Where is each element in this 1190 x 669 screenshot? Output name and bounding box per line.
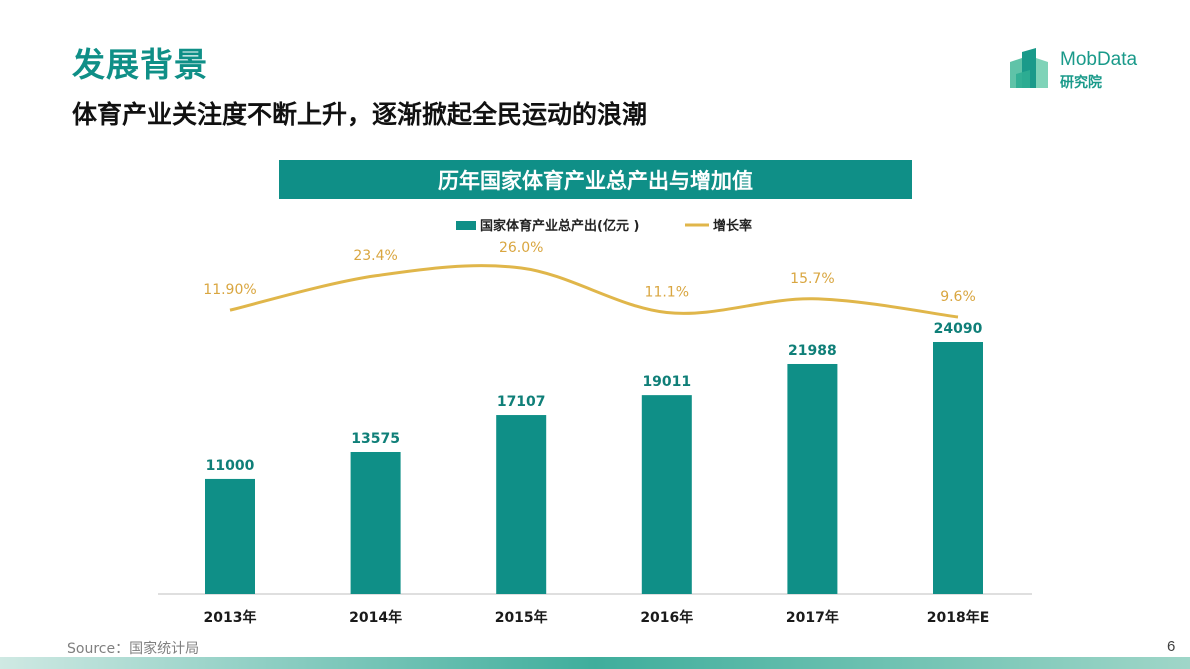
bar-0 xyxy=(205,478,255,594)
growth-label-2: 26.0% xyxy=(499,240,543,256)
combo-chart: 国家体育产业总产出(亿元 ) 增长率 11000 13575 17107 19011 2… xyxy=(158,218,1032,626)
growth-label-5: 9.6% xyxy=(940,289,976,305)
x-tick-label-4: 2017年 xyxy=(786,609,839,626)
growth-label-0: 11.90% xyxy=(203,282,256,298)
bar-value-label-3: 19011 xyxy=(642,374,691,390)
bar-value-label-2: 17107 xyxy=(497,394,546,410)
mobdata-logo: MobData 研究院 xyxy=(1008,46,1158,96)
growth-rate-line xyxy=(229,264,959,319)
slide-title: 发展背景 xyxy=(72,45,208,84)
legend-label-growth: 增长率 xyxy=(713,218,752,234)
footer-gradient-bar xyxy=(0,657,1190,669)
x-tick-label-3: 2016年 xyxy=(640,609,693,626)
bar-2 xyxy=(496,415,547,594)
logo-subtitle: 研究院 xyxy=(1060,75,1102,91)
source-note: Source：国家统计局 xyxy=(67,641,200,657)
x-tick-label-5: 2018年E xyxy=(927,609,990,626)
legend-swatch-bar xyxy=(456,221,476,230)
bar-3 xyxy=(641,395,692,594)
bar-4 xyxy=(787,363,838,594)
bar-5 xyxy=(933,342,983,594)
chart-legend: 国家体育产业总产出(亿元 ) 增长率 xyxy=(456,218,752,234)
legend-label-output: 国家体育产业总产出(亿元 ) xyxy=(480,218,639,234)
growth-label-3: 11.1% xyxy=(645,285,689,301)
bar-1 xyxy=(350,451,401,594)
page-number: 6 xyxy=(1167,638,1176,655)
logo-name: MobData xyxy=(1060,49,1138,70)
x-tick-label-1: 2014年 xyxy=(349,609,402,626)
slide-subtitle: 体育产业关注度不断上升，逐渐掀起全民运动的浪潮 xyxy=(72,100,648,129)
bar-value-label-4: 21988 xyxy=(788,343,837,359)
bar-value-label-0: 11000 xyxy=(206,458,255,474)
chart-title-banner: 历年国家体育产业总产出与增加值 xyxy=(279,160,912,199)
growth-label-1: 23.4% xyxy=(353,248,397,264)
x-tick-label-2: 2015年 xyxy=(495,609,548,626)
x-tick-label-0: 2013年 xyxy=(204,609,257,626)
bar-value-label-1: 13575 xyxy=(351,431,400,447)
growth-label-4: 15.7% xyxy=(790,271,834,287)
building-blocks-logo-icon xyxy=(1010,48,1048,88)
bar-value-label-5: 24090 xyxy=(934,321,983,337)
